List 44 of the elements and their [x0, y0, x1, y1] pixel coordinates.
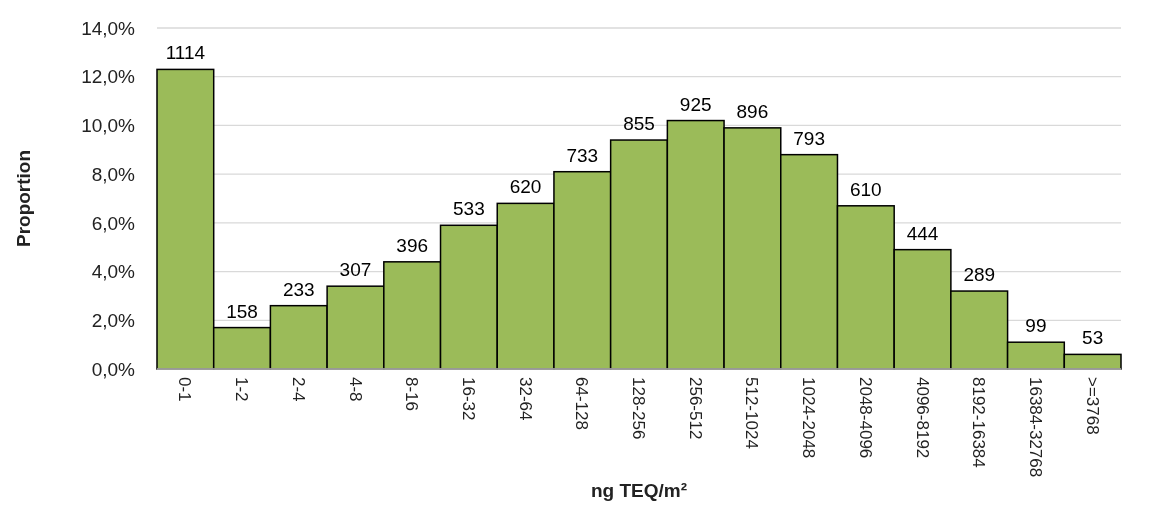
- x-tick-label: >=3768: [1082, 377, 1102, 435]
- annotation: 289: [963, 264, 996, 286]
- annotation: 307: [339, 259, 372, 281]
- y-axis-title: Proportion: [13, 149, 34, 248]
- annotation: 855: [623, 113, 655, 135]
- x-tick-label: 128-256: [629, 377, 649, 440]
- annotation: 444: [906, 222, 939, 244]
- y-tick-label: 12,0%: [81, 66, 136, 88]
- annotation: 610: [849, 178, 882, 200]
- x-tick-label: 32-64: [515, 377, 535, 421]
- annotation: 396: [396, 234, 429, 256]
- x-tick-label: 2-4: [288, 377, 308, 402]
- y-tick-label: 6,0%: [91, 212, 136, 234]
- x-axis-title: ng TEQ/m²: [590, 480, 688, 501]
- x-tick-label: 1-2: [232, 377, 252, 402]
- annotation: 53: [1082, 327, 1104, 349]
- annotation: 99: [1025, 315, 1047, 337]
- y-tick-label: 4,0%: [91, 261, 136, 283]
- y-tick-label: 14,0%: [81, 17, 136, 39]
- x-tick-label: 16384-32768: [1025, 377, 1045, 478]
- x-tick-label: 256-512: [685, 377, 705, 440]
- x-tick-label: 2048-4096: [855, 377, 875, 459]
- y-tick-label: 10,0%: [81, 115, 136, 137]
- annotation: 896: [736, 100, 769, 122]
- x-tick-label: 64-128: [572, 377, 592, 430]
- annotation: 733: [566, 144, 599, 166]
- annotation: 925: [679, 93, 712, 115]
- annotation: 793: [793, 127, 825, 149]
- y-tick-label: 8,0%: [91, 163, 136, 185]
- y-tick-label: 2,0%: [91, 309, 136, 331]
- x-tick-label: 16-32: [458, 377, 478, 421]
- x-tick-label: 8-16: [402, 377, 422, 412]
- x-tick-label: 0-1: [175, 377, 195, 402]
- y-tick-label: 0,0%: [91, 358, 136, 380]
- annotation: 533: [453, 198, 485, 220]
- x-tick-label: 8192-16384: [969, 377, 989, 468]
- x-tick-label: 4096-8192: [912, 377, 932, 459]
- x-tick-label: 512-1024: [742, 377, 762, 449]
- x-tick-label: 4-8: [345, 377, 365, 402]
- annotation: 1114: [165, 42, 206, 64]
- annotation: 620: [509, 176, 542, 198]
- annotation: 158: [226, 300, 258, 322]
- annotation: 233: [282, 278, 315, 300]
- x-tick-label: 1024-2048: [799, 377, 819, 459]
